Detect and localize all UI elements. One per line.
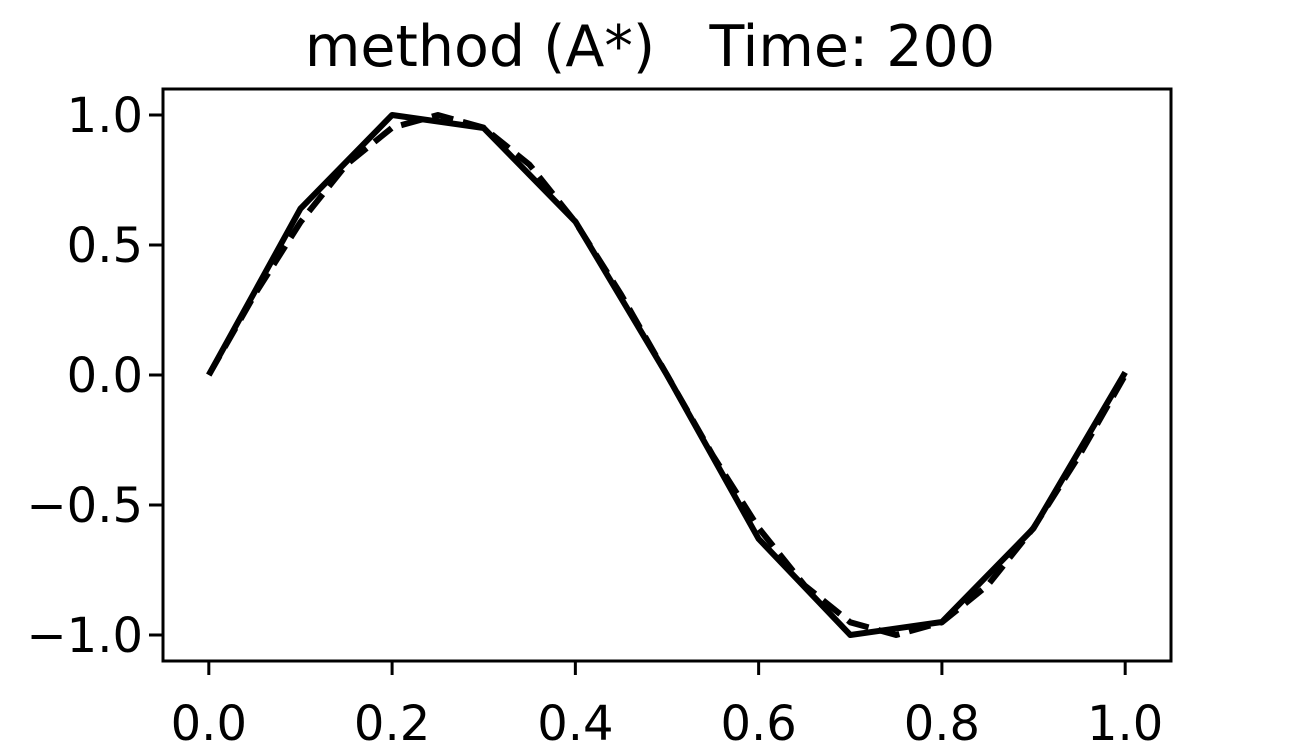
x-tick-label: 0.4 xyxy=(537,696,613,744)
y-tick-label: 0.5 xyxy=(67,218,143,274)
x-tick-label: 0.6 xyxy=(720,696,796,744)
y-tick-label: −1.0 xyxy=(26,608,143,664)
x-tick-label: 0.2 xyxy=(354,696,430,744)
chart-title: method (A*) Time: 200 xyxy=(305,14,995,80)
series-line-2-dashed xyxy=(206,112,1128,638)
x-tick-label: 0.0 xyxy=(171,696,247,744)
y-tick-label: 0.0 xyxy=(67,348,143,404)
x-axis: 0.0 0.2 0.4 0.6 0.8 1.0 xyxy=(171,661,1163,744)
x-tick-label: 1.0 xyxy=(1087,696,1163,744)
y-tick-label: −0.5 xyxy=(26,478,143,534)
y-axis: 1.0 0.5 0.0 −0.5 −1.0 xyxy=(26,88,163,664)
x-tick-label: 0.8 xyxy=(904,696,980,744)
y-tick-label: 1.0 xyxy=(67,88,143,144)
series-layer xyxy=(206,112,1128,638)
